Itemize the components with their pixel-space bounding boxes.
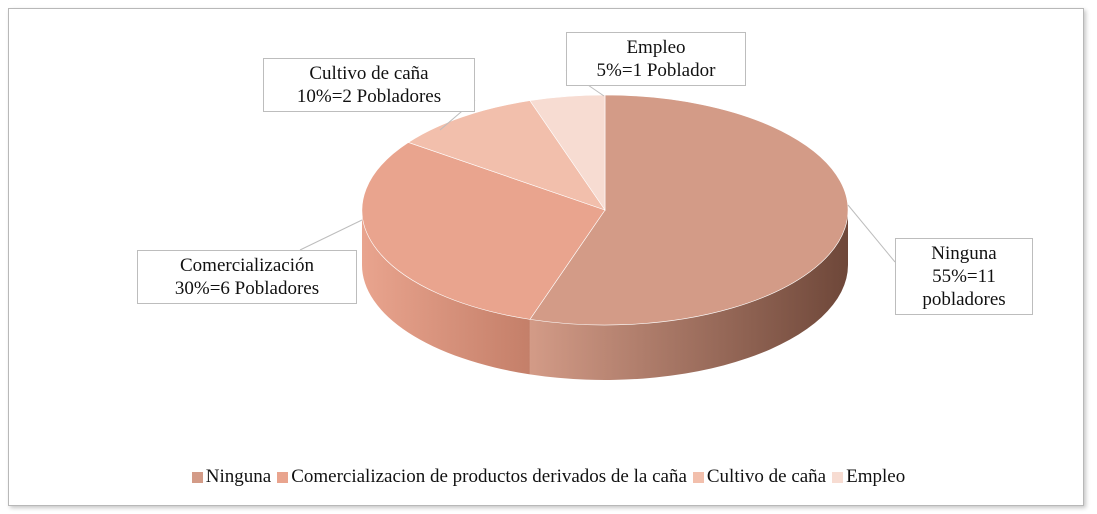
data-label-name: Ninguna [931,243,997,264]
data-label-value: 30%=6 Pobladores [174,278,320,299]
legend-label: Empleo [846,466,906,487]
data-label: Cultivo de caña 10%=2 Pobladores [263,58,475,112]
slice [529,94,606,211]
data-label: Comercialización 30%=6 Pobladores [137,250,357,304]
chart-frame [8,8,1084,506]
legend-label: Cultivo de caña [706,466,827,487]
legend-label: Ninguna [205,466,272,487]
legend: Ninguna Comercializacion de productos der… [0,466,1097,488]
data-label: Ninguna 55%=11 pobladores [895,238,1033,315]
leader-line [847,204,896,263]
legend-swatch [191,471,203,483]
data-label-name: Comercialización [180,255,314,276]
leader-line [299,219,363,251]
legend-item: Empleo [832,466,905,488]
data-label-value: 10%=2 Pobladores [296,86,442,107]
data-label-name: Cultivo de caña [309,63,429,84]
slice-side [529,210,848,380]
slice [407,100,606,211]
legend-swatch [692,471,704,483]
legend-item: Ninguna [191,466,272,488]
data-label-name: Empleo [626,37,686,58]
data-label: Empleo 5%=1 Poblador [566,32,746,86]
legend-swatch [277,471,289,483]
slice [361,142,606,320]
legend-label: Comercializacion de productos derivados … [291,466,687,487]
legend-swatch [832,471,844,483]
data-label-value: 5%=1 Poblador [596,60,716,81]
data-label-value: 55%=11 pobladores [922,266,1006,310]
legend-item: Cultivo de caña [692,466,827,488]
legend-item: Comercializacion de productos derivados … [277,466,687,488]
slice [529,94,849,326]
slice-side [362,210,530,375]
